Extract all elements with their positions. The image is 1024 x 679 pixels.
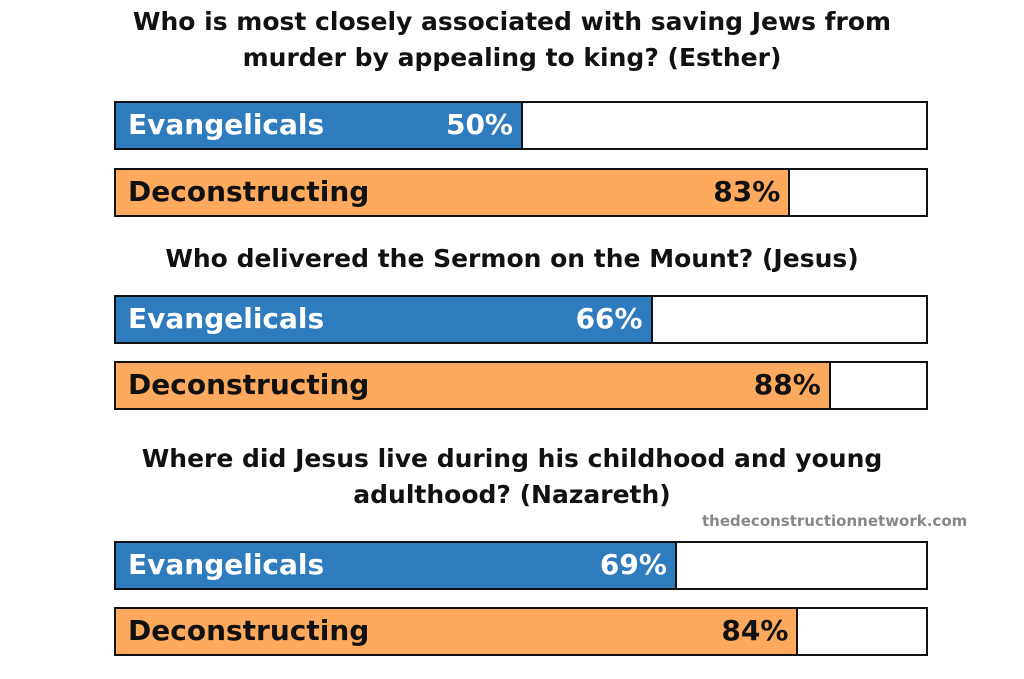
value-label: 83% [713,175,781,208]
fill: Deconstructing 88% [116,363,831,408]
bar-q2-deconstructing: Deconstructing 88% [114,361,928,410]
bar-q2-evangelicals: Evangelicals 66% [114,295,928,344]
series-label: Evangelicals [128,302,325,335]
fill: Deconstructing 83% [116,170,791,215]
series-label: Deconstructing [128,614,370,647]
value-label: 88% [753,368,821,401]
series-label: Deconstructing [128,368,370,401]
value-label: 66% [575,302,643,335]
bar-q1-evangelicals: Evangelicals 50% [114,101,928,150]
series-label: Evangelicals [128,108,325,141]
fill: Evangelicals 69% [116,543,677,588]
value-label: 69% [599,548,667,581]
q1-line2: murder by appealing to king? (Esther) [242,43,782,72]
q3-line2: adulthood? (Nazareth) [353,480,671,509]
q1-line1: Who is most closely associated with savi… [132,7,892,36]
question-3-title: Where did Jesus live during his childhoo… [0,441,1024,513]
fill: Evangelicals 66% [116,297,653,342]
question-2-title: Who delivered the Sermon on the Mount? (… [165,244,859,273]
value-label: 50% [445,108,513,141]
value-label: 84% [721,614,789,647]
question-1-title: Who is most closely associated with savi… [0,4,1024,76]
bar-q3-evangelicals: Evangelicals 69% [114,541,928,590]
bar-q3-deconstructing: Deconstructing 84% [114,607,928,656]
series-label: Deconstructing [128,175,370,208]
fill: Evangelicals 50% [116,103,523,148]
watermark: thedeconstructionnetwork.com [702,512,968,530]
fill: Deconstructing 84% [116,609,799,654]
q3-line1: Where did Jesus live during his childhoo… [141,444,883,473]
series-label: Evangelicals [128,548,325,581]
bar-q1-deconstructing: Deconstructing 83% [114,168,928,217]
